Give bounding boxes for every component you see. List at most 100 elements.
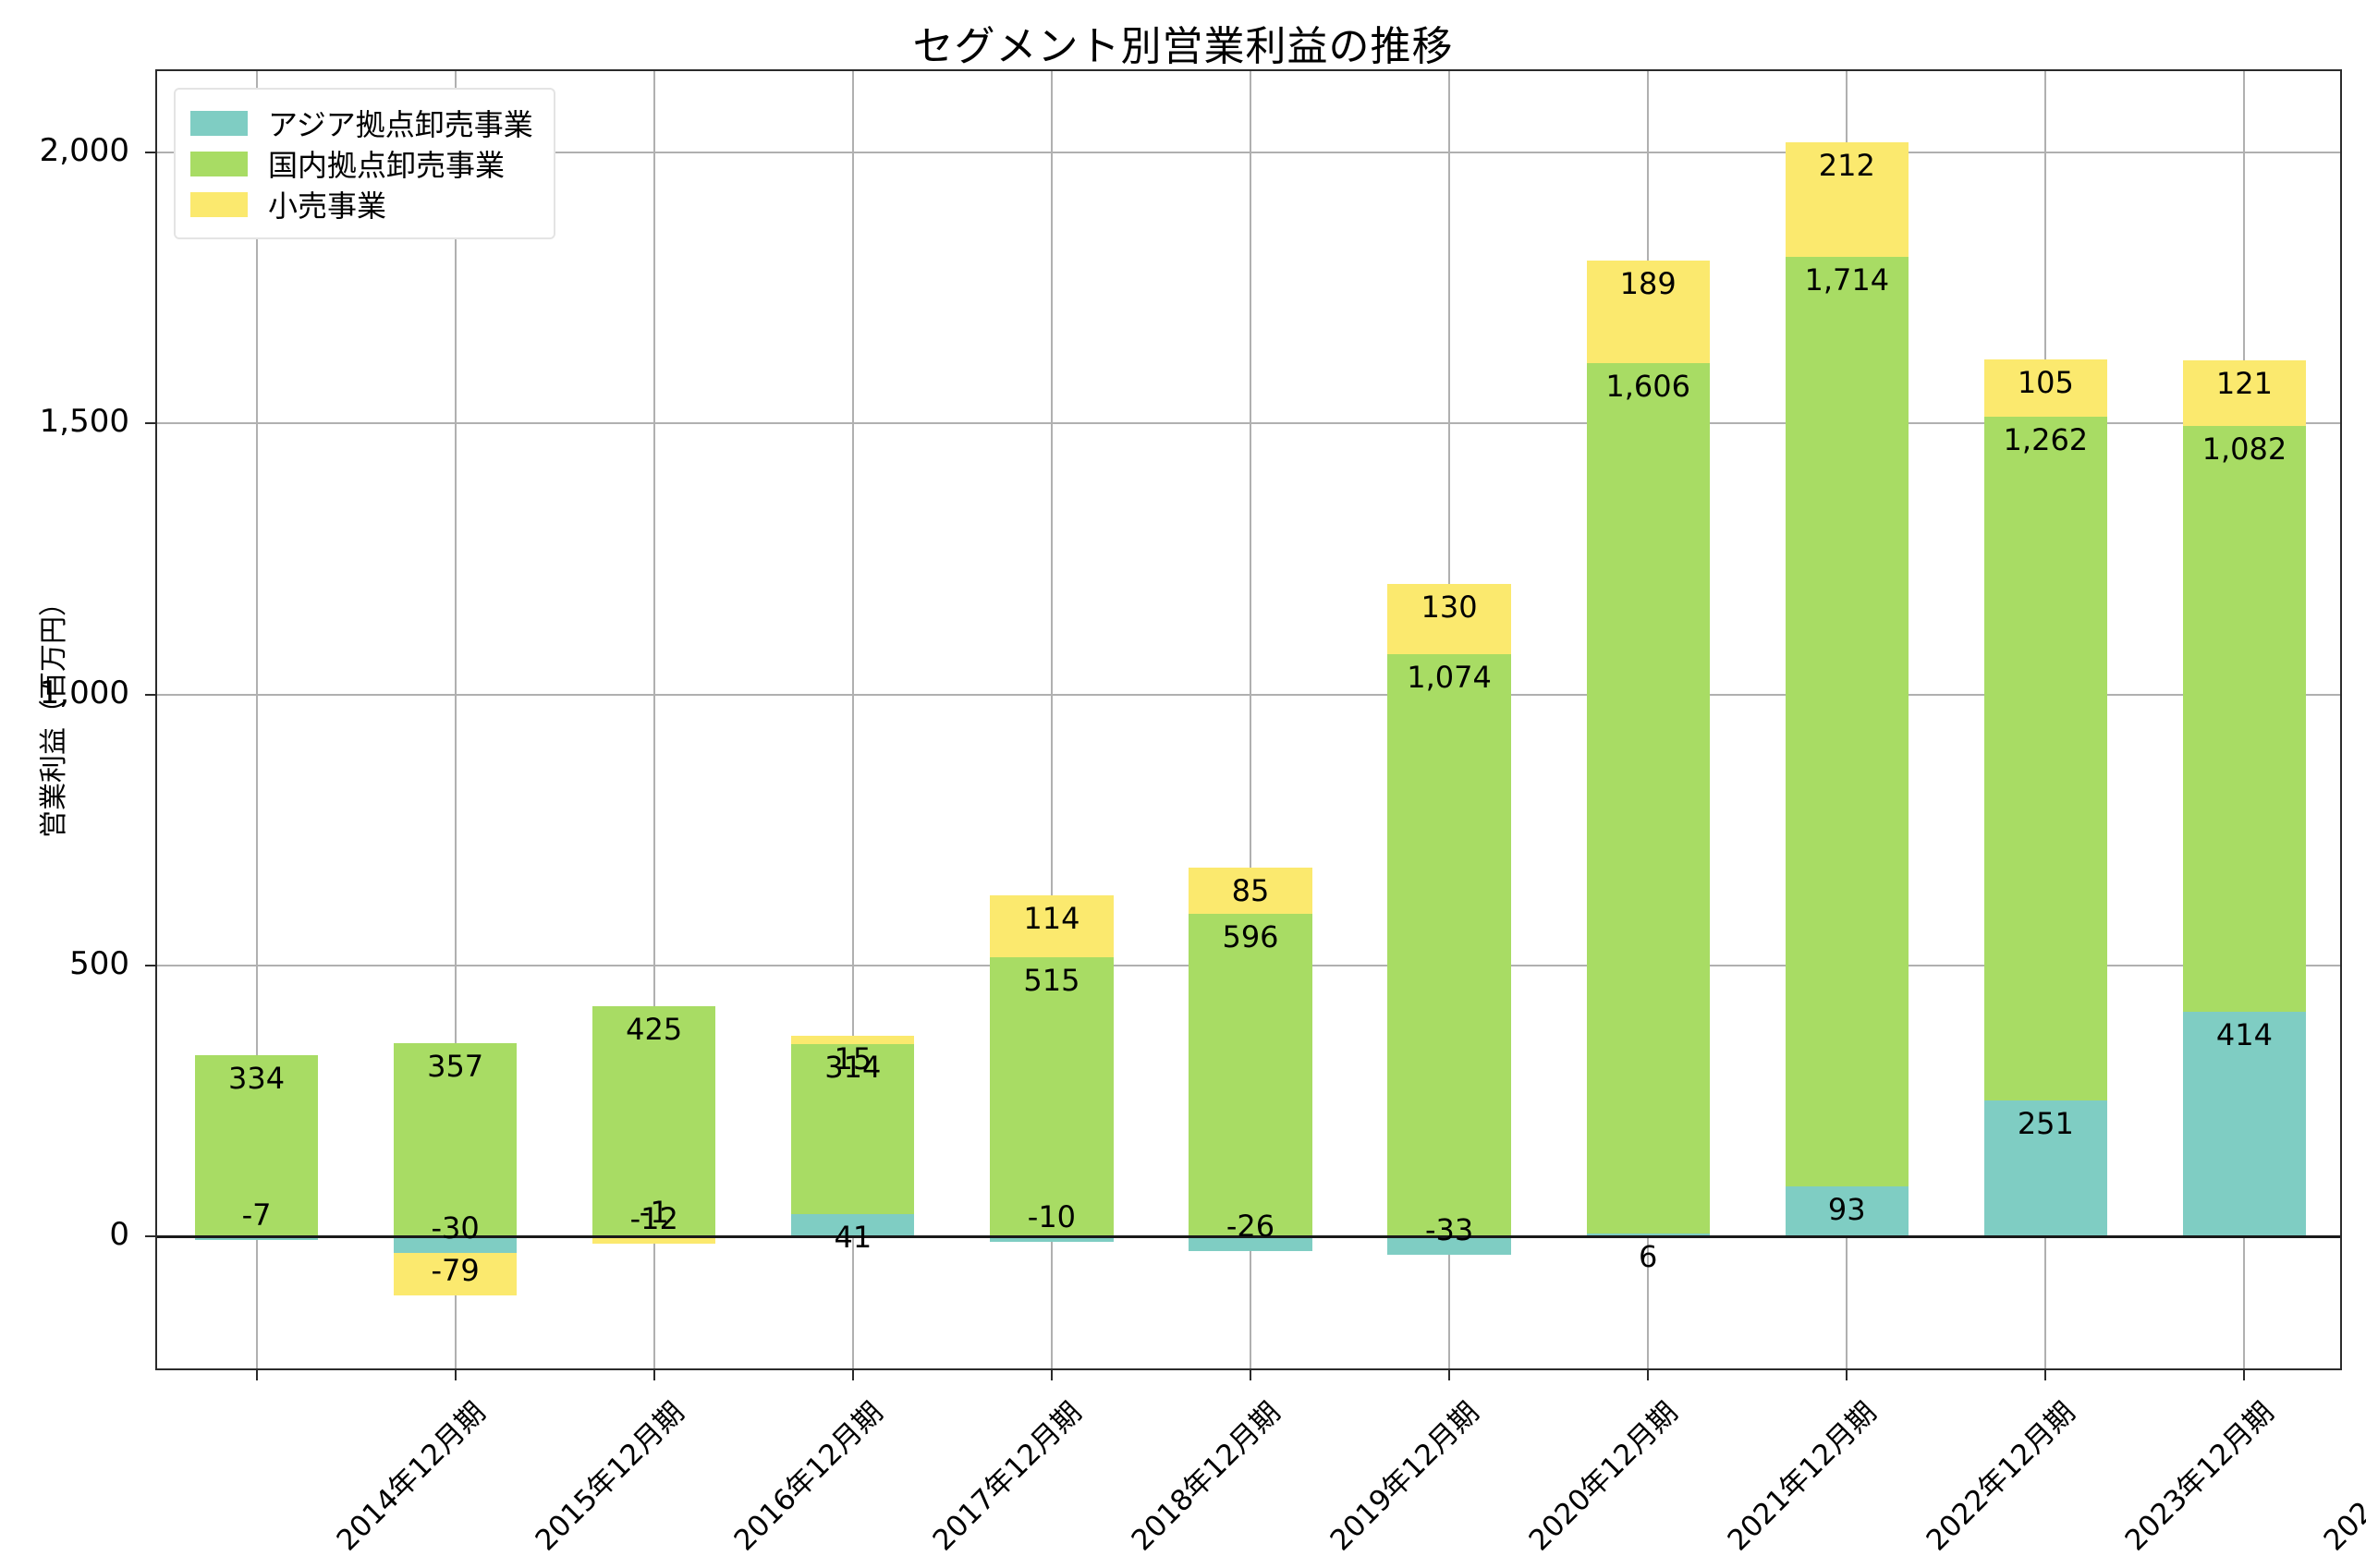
x-tick-mark — [1846, 1368, 1848, 1380]
bar-segment[interactable] — [1586, 1233, 1710, 1237]
bar-segment[interactable] — [2182, 425, 2307, 1013]
bar-value-label: 189 — [1619, 265, 1677, 301]
bar-value-label: 93 — [1827, 1191, 1866, 1227]
bar-value-label: 85 — [1231, 872, 1270, 908]
x-tick-mark — [1050, 1368, 1053, 1380]
gridline-horizontal — [157, 152, 2340, 153]
bar-segment[interactable] — [990, 957, 1114, 1237]
bar-value-label: 1,714 — [1804, 262, 1890, 298]
bar-value-label: 425 — [626, 1012, 683, 1047]
y-tick-mark — [145, 693, 157, 696]
bar-value-label: -33 — [1424, 1211, 1474, 1247]
bar-segment[interactable] — [1387, 1236, 1511, 1255]
bar-segment[interactable] — [990, 1236, 1114, 1243]
gridline-horizontal — [157, 693, 2340, 696]
bar-value-label: 1,606 — [1605, 368, 1690, 404]
bar-segment[interactable] — [393, 1252, 518, 1296]
y-tick-mark — [145, 1235, 157, 1238]
x-tick-mark — [1448, 1368, 1451, 1380]
legend-label: 国内拠点卸売事業 — [268, 148, 506, 183]
bar-segment[interactable] — [1586, 362, 1710, 1234]
bar-segment[interactable] — [194, 1236, 319, 1241]
bar-segment[interactable] — [1785, 1185, 1909, 1237]
gridline-vertical — [652, 71, 655, 1368]
bar-value-label: -26 — [1226, 1208, 1275, 1244]
gridline-horizontal — [157, 422, 2340, 425]
chart-legend[interactable]: アジア拠点卸売事業 国内拠点卸売事業 小売事業 — [174, 88, 555, 239]
legend-item-0[interactable]: アジア拠点卸売事業 — [190, 103, 533, 143]
bar-value-label: 130 — [1421, 589, 1478, 625]
x-tick-mark — [652, 1368, 655, 1380]
plot-area: -7 334 -30 357 -79 -1 425 -12 41 314 15 -10 515 114 -2… — [145, 69, 2342, 1380]
bar-value-label: 414 — [2215, 1017, 2273, 1053]
x-tick-label: 2019年12月期 — [1323, 1395, 1486, 1558]
bar-segment[interactable] — [393, 1236, 518, 1253]
bar-segment[interactable] — [1387, 654, 1511, 1237]
x-tick-mark — [255, 1368, 258, 1380]
gridline-vertical — [851, 71, 854, 1368]
x-tick-label: 2015年12月期 — [529, 1395, 691, 1558]
bar-value-label: 121 — [2215, 365, 2273, 401]
bar-segment[interactable] — [791, 1214, 915, 1237]
bar-segment[interactable] — [791, 1036, 915, 1045]
y-tick-label: 1,500 — [39, 403, 129, 441]
y-tick-mark — [145, 422, 157, 425]
gridline-vertical — [1050, 71, 1053, 1368]
bar-value-label: 1,074 — [1407, 660, 1492, 696]
bar-value-label: -12 — [629, 1200, 678, 1236]
bar-segment[interactable] — [1785, 257, 1909, 1186]
bar-segment[interactable] — [592, 1006, 716, 1237]
bar-segment[interactable] — [990, 895, 1114, 958]
bar-value-label: 334 — [227, 1061, 286, 1097]
bar-value-label: -30 — [431, 1209, 480, 1246]
legend-swatch-icon — [190, 151, 248, 176]
bar-segment[interactable] — [1983, 1100, 2108, 1237]
bar-segment[interactable] — [592, 1236, 716, 1244]
bar-value-label: 1,262 — [2003, 421, 2089, 457]
y-tick-mark — [145, 152, 157, 153]
bar-segment[interactable] — [1983, 416, 2108, 1101]
bar-segment[interactable] — [1983, 359, 2108, 417]
bar-segment[interactable] — [1586, 260, 1710, 363]
bar-segment[interactable] — [2182, 359, 2307, 426]
bar-value-label: 596 — [1222, 918, 1279, 954]
x-tick-mark — [851, 1368, 854, 1380]
x-tick-label: 2014年12月期 — [330, 1395, 492, 1558]
y-tick-label: 500 — [69, 945, 129, 982]
legend-label: アジア拠点卸売事業 — [268, 107, 533, 142]
bar-value-label: -1 — [639, 1194, 669, 1230]
x-tick-mark — [2044, 1368, 2047, 1380]
x-tick-mark — [1250, 1368, 1251, 1380]
bar-value-label: 41 — [834, 1220, 872, 1256]
bar-value-label: -10 — [1027, 1199, 1077, 1235]
chart-title: セグメント別営業利益の推移 — [912, 23, 1454, 70]
y-tick-label: 2,000 — [39, 132, 129, 169]
bar-value-label: 357 — [427, 1048, 484, 1084]
bar-value-label: 515 — [1023, 963, 1080, 999]
zero-axis-line — [157, 1235, 2340, 1239]
bar-segment[interactable] — [1189, 867, 1312, 914]
bar-segment[interactable] — [1387, 583, 1511, 655]
x-tick-label: 2022年12月期 — [1920, 1395, 2082, 1558]
legend-swatch-icon — [190, 191, 248, 217]
gridline-vertical — [1250, 71, 1251, 1368]
bar-segment[interactable] — [194, 1055, 319, 1237]
bar-segment[interactable] — [2182, 1012, 2307, 1237]
x-tick-label: 2024年12月期 — [2318, 1395, 2366, 1558]
bar-value-label: 212 — [1818, 147, 1875, 183]
bar-segment[interactable] — [791, 1044, 915, 1215]
bar-segment[interactable] — [1189, 913, 1312, 1237]
bar-segment[interactable] — [1785, 141, 1909, 258]
y-tick-mark — [145, 965, 157, 966]
bar-value-label: -79 — [431, 1253, 480, 1289]
x-tick-mark — [2243, 1368, 2246, 1380]
bar-segment[interactable] — [393, 1042, 518, 1237]
gridline-vertical — [454, 71, 457, 1368]
legend-item-2[interactable]: 小売事業 — [190, 184, 533, 225]
bar-segment[interactable] — [1189, 1236, 1312, 1251]
legend-item-1[interactable]: 国内拠点卸売事業 — [190, 143, 533, 184]
bar-value-label: 314 — [824, 1050, 882, 1086]
bar-value-label: -7 — [241, 1197, 272, 1234]
bar-value-label: 114 — [1023, 901, 1080, 937]
